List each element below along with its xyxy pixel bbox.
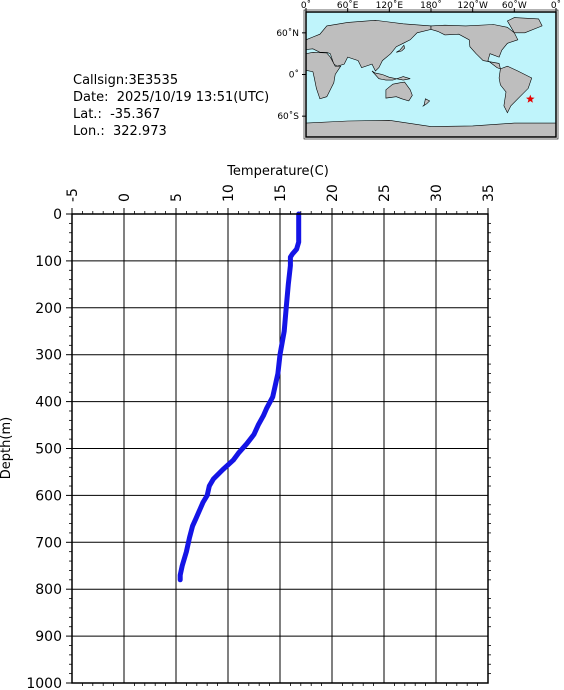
land-mass <box>498 65 533 114</box>
map-lon-label: 60˚E <box>337 0 359 11</box>
callsign-text: Callsign:3E3535 <box>73 73 179 88</box>
y-tick-label: 300 <box>35 348 62 364</box>
map-lat-label: 60˚S <box>277 111 299 122</box>
x-tick-label: 30 <box>429 184 445 202</box>
map-lon-label: 120˚E <box>376 0 404 11</box>
x-tick-label: 0 <box>117 193 133 202</box>
x-tick-label: 35 <box>481 184 497 202</box>
x-tick-label: 5 <box>169 193 185 202</box>
map-lon-label: 0˚ <box>301 0 311 11</box>
station-info: Callsign:3E3535 Date: 2025/10/19 13:51(U… <box>73 72 269 140</box>
x-tick-labels: -5 0 5 10 15 20 25 30 35 <box>65 184 497 202</box>
x-tick-label: 20 <box>325 184 341 202</box>
land-mass <box>305 51 342 100</box>
y-tick-label: 900 <box>35 629 62 645</box>
map-lat-label: 0˚ <box>289 70 299 81</box>
plot-frame <box>71 213 489 684</box>
land-mass <box>305 19 432 72</box>
map-lat-label: 60˚N <box>276 28 299 39</box>
y-tick-label: 0 <box>53 207 62 223</box>
y-tick-label: 500 <box>35 442 62 458</box>
station-star-marker <box>526 94 535 103</box>
land-mass <box>385 81 413 102</box>
land-mass <box>506 17 543 34</box>
x-tick-label: -5 <box>65 188 81 202</box>
land-mass <box>396 44 405 53</box>
y-tick-label: 100 <box>35 254 62 270</box>
map-lon-label: 120˚W <box>457 0 488 11</box>
map-lon-label: 0˚ <box>551 0 561 11</box>
temperature-profile-line <box>177 211 302 583</box>
x-tick-label: 15 <box>273 184 289 202</box>
x-axis-label: Temperature(C) <box>226 164 329 179</box>
y-tick-label: 200 <box>35 301 62 317</box>
y-tick-labels: 0 100 200 300 400 500 600 700 800 900 1000 <box>26 207 62 690</box>
map-labels: 0˚ 60˚E 120˚E 180˚ 120˚W 60˚W 0˚ 60˚N 0˚ 60˚S <box>276 0 561 122</box>
y-tick-label: 400 <box>35 395 62 411</box>
location-map: 0˚ 60˚E 120˚E 180˚ 120˚W 60˚W 0˚ 60˚N 0˚ 60˚S <box>276 0 561 140</box>
map-lon-label: 180˚ <box>420 0 442 11</box>
map-land <box>305 17 557 138</box>
land-mass <box>371 70 411 81</box>
y-tick-label: 700 <box>35 535 62 551</box>
longitude-text: Lon.: 322.973 <box>73 124 167 139</box>
y-tick-label: 800 <box>35 582 62 598</box>
map-lon-label: 60˚W <box>502 0 527 11</box>
x-tick-label: 10 <box>221 184 237 202</box>
y-tick-label: 600 <box>35 488 62 504</box>
y-tick-label: 1000 <box>26 676 62 690</box>
land-mass <box>422 98 431 107</box>
land-mass <box>430 24 519 70</box>
y-axis-label: Depth(m) <box>0 417 14 479</box>
date-text: Date: 2025/10/19 13:51(UTC) <box>73 90 270 105</box>
latitude-text: Lat.: -35.367 <box>73 107 161 122</box>
x-tick-label: 25 <box>377 184 393 202</box>
map-marker <box>526 94 535 103</box>
